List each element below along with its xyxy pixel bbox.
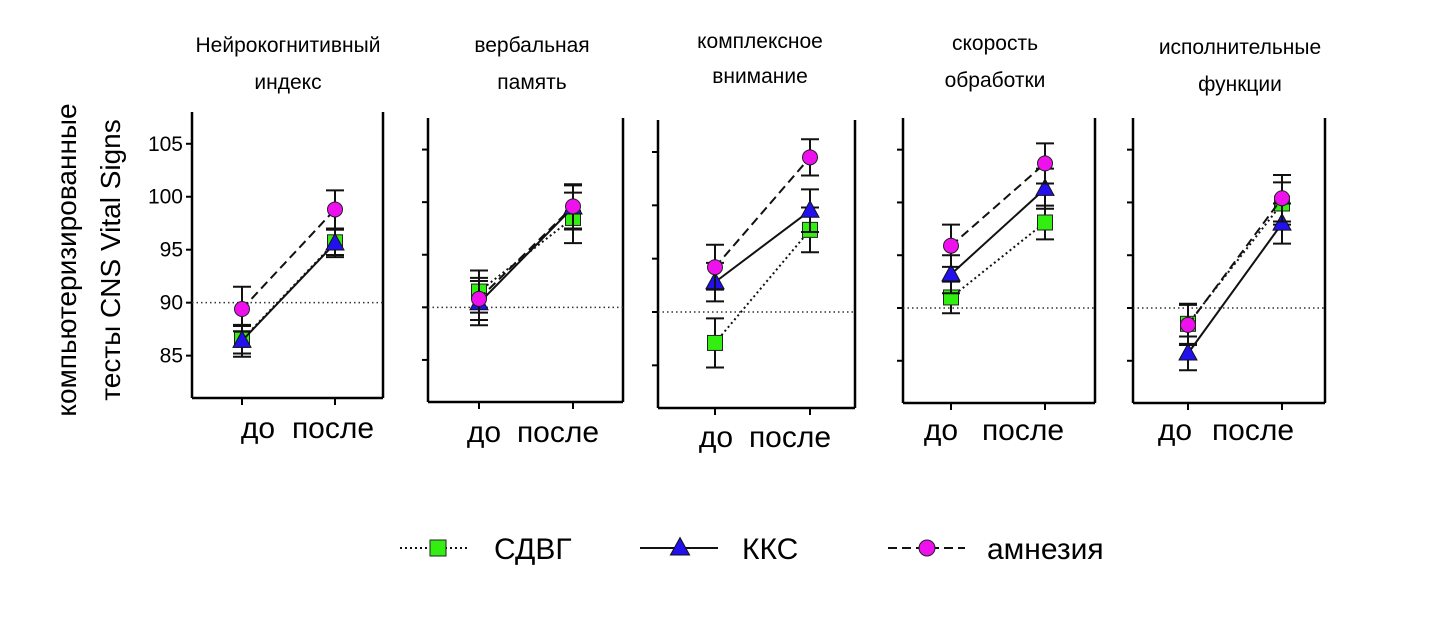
panel-title-line-2: функции — [1198, 73, 1282, 96]
x-tick-label: до — [1158, 414, 1192, 447]
y-tick-label: 100 — [148, 186, 183, 209]
series-line — [1187, 197, 1283, 326]
panel-3: комплексное внимание до после — [652, 30, 857, 454]
series-circle — [470, 183, 582, 321]
data-point — [707, 334, 723, 351]
data-point — [327, 201, 343, 218]
data-point — [471, 290, 487, 307]
x-tick-label: после — [982, 414, 1064, 447]
series-line — [478, 206, 574, 304]
legend-marker — [918, 539, 936, 557]
data-point — [1037, 155, 1053, 172]
series-circle — [706, 138, 819, 291]
legend-entry-2: ККС — [640, 533, 798, 566]
data-point — [1178, 342, 1198, 361]
series-line — [714, 209, 811, 283]
x-tick-label: до — [467, 416, 501, 449]
panel-4: скорость обработки до после — [897, 32, 1097, 447]
data-point — [232, 329, 252, 348]
series-triangle — [941, 167, 1055, 295]
data-point — [234, 301, 250, 318]
data-point — [1037, 214, 1053, 231]
series-line — [950, 187, 1046, 275]
y-axis-label: компьютеризированные тесты CNS Vital Sig… — [51, 103, 126, 416]
x-tick-label: после — [517, 416, 599, 449]
series-circle — [942, 142, 1054, 268]
y-tick-label: 95 — [160, 239, 183, 262]
series-circle — [1179, 174, 1291, 346]
series-line — [241, 242, 336, 342]
panel-5: исполнительные функции до после — [1127, 36, 1327, 447]
x-tick-label: после — [749, 421, 831, 454]
data-point — [707, 259, 723, 276]
panel-title-line-1: исполнительные — [1159, 36, 1321, 59]
data-point — [1274, 190, 1290, 207]
y-axis-label-line-2: тесты CNS Vital Signs — [95, 119, 126, 401]
panel-title-line-1: вербальная — [474, 34, 589, 57]
panel-title-line-1: комплексное — [697, 30, 823, 53]
y-tick-label: 90 — [160, 292, 183, 315]
legend-entry-1: СДВГ — [400, 533, 572, 566]
data-point — [802, 149, 818, 166]
data-point — [943, 237, 959, 254]
data-point — [565, 198, 581, 215]
legend-marker — [429, 539, 447, 557]
series-line — [714, 156, 811, 268]
panel-title-line-2: память — [497, 71, 566, 94]
series-circle — [233, 189, 344, 333]
legend-label: ККС — [742, 533, 798, 566]
legend-marker — [669, 536, 691, 556]
legend: СДВГ ККС амнезия — [400, 533, 1104, 566]
data-point — [1180, 316, 1196, 333]
panel-title-line-1: скорость — [952, 32, 1038, 55]
panel-title-line-2: обработки — [945, 69, 1046, 92]
series-line — [478, 205, 574, 300]
x-tick-label: после — [292, 412, 374, 445]
panel-2: вербальная память до после — [422, 34, 625, 449]
series-line — [1187, 222, 1283, 354]
panel-title-line-2: внимание — [712, 65, 808, 88]
x-tick-label: до — [241, 412, 275, 445]
data-point — [1035, 177, 1055, 196]
series-triangle — [232, 228, 345, 358]
legend-label: амнезия — [987, 533, 1104, 566]
panel-title-line-1: Нейрокогнитивный — [196, 34, 381, 57]
data-point — [325, 232, 345, 251]
legend-label: СДВГ — [494, 533, 572, 566]
data-point — [800, 199, 820, 218]
series-line — [950, 162, 1046, 247]
y-tick-label: 85 — [160, 345, 183, 368]
series-line — [241, 208, 336, 310]
x-tick-label: после — [1212, 414, 1294, 447]
x-tick-label: до — [699, 421, 733, 454]
x-tick-label: до — [924, 414, 958, 447]
series-square — [942, 204, 1054, 315]
legend-entry-3: амнезия — [888, 533, 1104, 566]
panel-1: Нейрокогнитивный индекс 85 90 95 100 105 до посл… — [148, 34, 385, 445]
panel-title-line-2: индекс — [254, 71, 321, 94]
data-point — [941, 263, 961, 282]
series-line — [950, 221, 1046, 299]
y-axis-label-line-1: компьютеризированные — [51, 103, 82, 416]
series-line — [1187, 202, 1283, 325]
y-tick-label: 105 — [148, 133, 183, 156]
